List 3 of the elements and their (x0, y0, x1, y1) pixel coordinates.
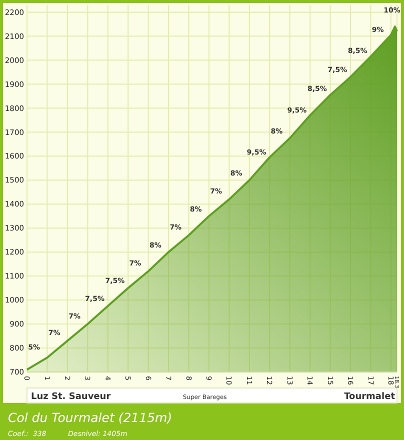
text: Luz St. Sauveur (31, 392, 112, 402)
text: Col du Tourmalet (2115m) (8, 410, 172, 425)
text: Tourmalet (344, 392, 396, 402)
